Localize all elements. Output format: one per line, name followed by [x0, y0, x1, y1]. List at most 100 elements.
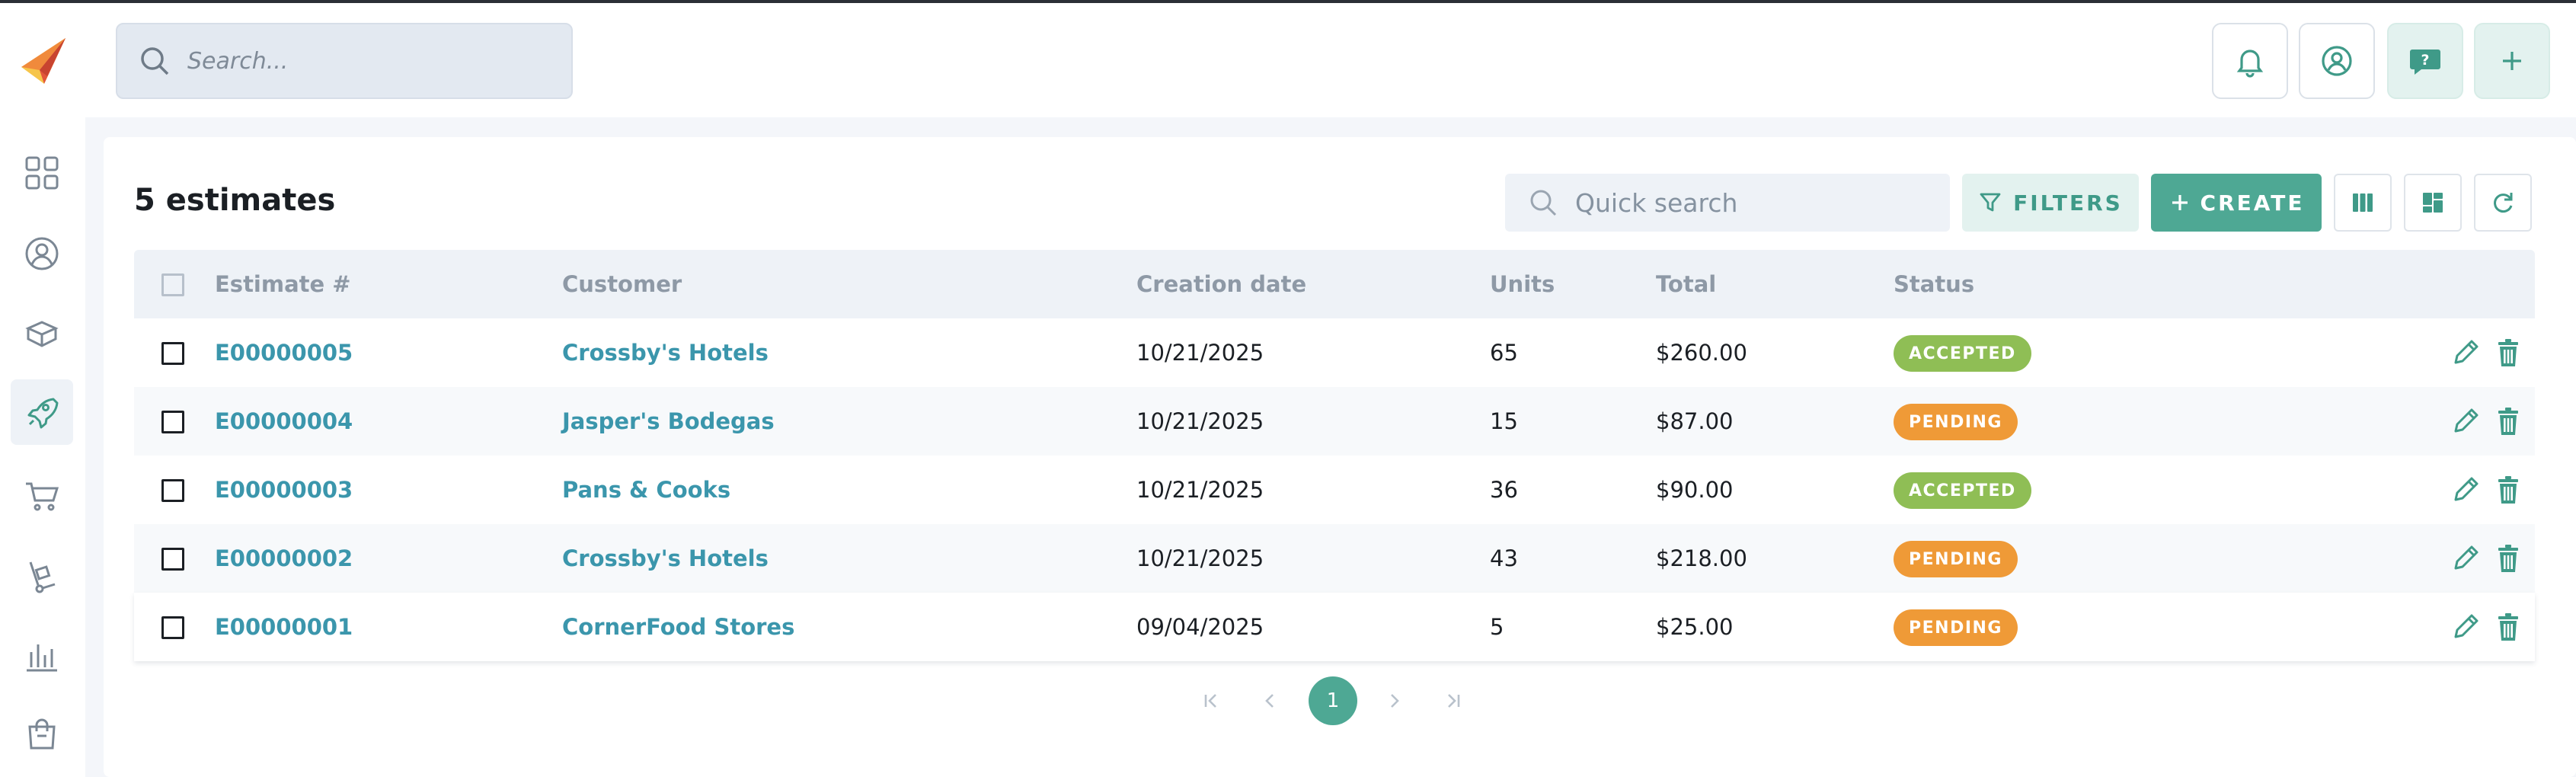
table-row[interactable]: E00000005 Crossby's Hotels 10/21/2025 65…: [134, 318, 2535, 387]
quick-search-input[interactable]: [1575, 187, 1941, 218]
first-page-button[interactable]: [1187, 676, 1235, 725]
quick-search[interactable]: [1505, 174, 1950, 232]
help-chat-icon: ?: [2410, 50, 2440, 75]
refresh-icon: [2494, 193, 2513, 213]
row-checkbox[interactable]: [161, 342, 184, 365]
refresh-button[interactable]: [2474, 174, 2532, 232]
customer-link[interactable]: Jasper's Bodegas: [562, 408, 775, 434]
column-header-units[interactable]: Units: [1490, 271, 1555, 297]
total: $260.00: [1656, 340, 1747, 366]
last-page-button[interactable]: [1429, 676, 1478, 725]
quick-add-button[interactable]: [2474, 23, 2550, 99]
cart-icon: [26, 482, 59, 511]
sidebar: [0, 3, 85, 777]
table-row[interactable]: E00000004 Jasper's Bodegas 10/21/2025 15…: [134, 387, 2535, 456]
create-button[interactable]: CREATE: [2151, 174, 2322, 232]
help-button[interactable]: ?: [2387, 23, 2463, 99]
global-search-input[interactable]: [187, 47, 553, 75]
status-badge: PENDING: [1894, 404, 2018, 440]
edit-pencil-icon[interactable]: [2450, 542, 2482, 574]
next-page-button[interactable]: [1369, 676, 1418, 725]
bar-chart-icon: [27, 644, 57, 672]
estimates-table: Estimate # Customer Creation date Units …: [134, 250, 2535, 661]
status-badge: PENDING: [1894, 609, 2018, 646]
status-badge: ACCEPTED: [1894, 472, 2031, 509]
filters-button[interactable]: FILTERS: [1962, 174, 2139, 232]
column-header-status[interactable]: Status: [1894, 271, 1975, 297]
sidebar-item-deliveries[interactable]: [11, 544, 73, 609]
top-header: ?: [85, 3, 2576, 117]
edit-pencil-icon[interactable]: [2450, 474, 2482, 506]
window-top-border: [0, 0, 2576, 3]
status-badge: PENDING: [1894, 541, 2018, 577]
page-title: 5 estimates: [134, 183, 336, 218]
density-view-button[interactable]: [2404, 174, 2462, 232]
column-header-total[interactable]: Total: [1656, 271, 1717, 297]
total: $218.00: [1656, 545, 1747, 571]
units: 36: [1490, 477, 1518, 503]
estimate-number-link[interactable]: E00000005: [215, 340, 353, 366]
row-checkbox[interactable]: [161, 479, 184, 502]
customer-link[interactable]: Crossby's Hotels: [562, 340, 769, 366]
customer-link[interactable]: Crossby's Hotels: [562, 545, 769, 571]
edit-pencil-icon[interactable]: [2450, 337, 2482, 369]
page-1-button[interactable]: 1: [1309, 676, 1357, 725]
trash-icon[interactable]: [2492, 611, 2524, 643]
dashboard-grid-icon: [25, 156, 59, 190]
previous-page-button[interactable]: [1246, 676, 1295, 725]
row-checkbox[interactable]: [161, 411, 184, 433]
sidebar-item-products[interactable]: [11, 302, 73, 367]
customer-link[interactable]: CornerFood Stores: [562, 614, 795, 640]
columns-view-button[interactable]: [2334, 174, 2392, 232]
sidebar-item-purchases[interactable]: [11, 701, 73, 766]
creation-date: 10/21/2025: [1136, 545, 1264, 571]
estimates-panel: 5 estimates FILTERS CREATE: [104, 137, 2576, 777]
estimate-number-link[interactable]: E00000001: [215, 614, 353, 640]
sidebar-item-estimates[interactable]: [11, 379, 73, 445]
notifications-button[interactable]: [2212, 23, 2288, 99]
table-header: Estimate # Customer Creation date Units …: [134, 250, 2535, 318]
total: $90.00: [1656, 477, 1734, 503]
table-row[interactable]: E00000001 CornerFood Stores 09/04/2025 5…: [134, 593, 2535, 661]
trash-icon[interactable]: [2492, 337, 2524, 369]
total: $25.00: [1656, 614, 1734, 640]
sidebar-item-orders[interactable]: [11, 463, 73, 529]
edit-pencil-icon[interactable]: [2450, 405, 2482, 437]
profile-button[interactable]: [2299, 23, 2375, 99]
global-search[interactable]: [116, 23, 573, 99]
row-checkbox[interactable]: [161, 616, 184, 639]
table-row[interactable]: E00000002 Crossby's Hotels 10/21/2025 43…: [134, 524, 2535, 593]
pagination: 1: [104, 676, 2576, 730]
search-icon: [141, 47, 169, 75]
rocket-icon: [27, 398, 59, 429]
shopping-bag-icon: [28, 718, 56, 750]
table-row[interactable]: E00000003 Pans & Cooks 10/21/2025 36 $90…: [134, 456, 2535, 524]
units: 15: [1490, 408, 1518, 434]
estimate-number-link[interactable]: E00000004: [215, 408, 353, 434]
plus-icon: [2503, 52, 2521, 70]
units: 5: [1490, 614, 1504, 640]
sidebar-item-reports[interactable]: [11, 623, 73, 689]
estimate-number-link[interactable]: E00000002: [215, 545, 353, 571]
select-all-checkbox[interactable]: [161, 273, 184, 296]
trash-icon[interactable]: [2492, 405, 2524, 437]
filter-icon: [1980, 193, 2001, 212]
customer-link[interactable]: Pans & Cooks: [562, 477, 731, 503]
hand-truck-icon: [29, 561, 56, 593]
sidebar-item-customers[interactable]: [11, 221, 73, 286]
bell-icon: [2236, 50, 2264, 78]
trash-icon[interactable]: [2492, 474, 2524, 506]
user-circle-icon: [25, 237, 59, 270]
box-icon: [25, 321, 59, 347]
creation-date: 10/21/2025: [1136, 340, 1264, 366]
column-header-estimate[interactable]: Estimate #: [215, 271, 351, 297]
trash-icon[interactable]: [2492, 542, 2524, 574]
edit-pencil-icon[interactable]: [2450, 611, 2482, 643]
app-logo[interactable]: [17, 34, 70, 87]
sidebar-item-dashboard[interactable]: [11, 140, 73, 206]
row-checkbox[interactable]: [161, 548, 184, 571]
column-header-customer[interactable]: Customer: [562, 271, 682, 297]
first-page-icon: [1204, 694, 1216, 708]
column-header-creation-date[interactable]: Creation date: [1136, 271, 1307, 297]
estimate-number-link[interactable]: E00000003: [215, 477, 353, 503]
